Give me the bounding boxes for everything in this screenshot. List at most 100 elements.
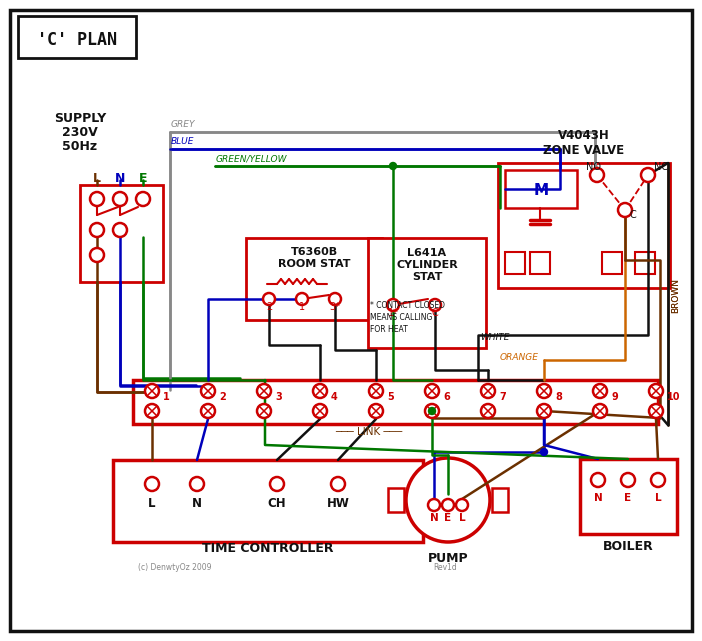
- Circle shape: [651, 473, 665, 487]
- Circle shape: [329, 293, 341, 305]
- Text: M: M: [534, 183, 548, 197]
- Circle shape: [113, 223, 127, 237]
- Text: 9: 9: [611, 392, 618, 402]
- Text: 3: 3: [275, 392, 282, 402]
- Text: 3*: 3*: [329, 302, 340, 312]
- Circle shape: [190, 477, 204, 491]
- Text: PUMP: PUMP: [428, 551, 468, 565]
- Text: (c) DenwtyOz 2009: (c) DenwtyOz 2009: [138, 563, 211, 572]
- Text: E: E: [444, 513, 451, 523]
- Bar: [498, 163, 670, 288]
- Circle shape: [429, 299, 441, 311]
- Circle shape: [90, 248, 104, 262]
- Text: NO: NO: [586, 162, 601, 172]
- Text: 50Hz: 50Hz: [62, 140, 98, 153]
- Text: ─── LINK ───: ─── LINK ───: [335, 427, 402, 437]
- Bar: [635, 252, 655, 274]
- Circle shape: [425, 404, 439, 418]
- Circle shape: [145, 384, 159, 398]
- Text: N: N: [594, 493, 602, 503]
- Circle shape: [331, 477, 345, 491]
- Text: 1*: 1*: [388, 308, 399, 318]
- Bar: [530, 252, 550, 274]
- Text: 1: 1: [299, 302, 305, 312]
- Text: E: E: [625, 493, 632, 503]
- Circle shape: [537, 404, 551, 418]
- Text: E: E: [139, 172, 147, 185]
- Circle shape: [313, 404, 327, 418]
- Text: 7: 7: [499, 392, 505, 402]
- Circle shape: [590, 168, 604, 182]
- Circle shape: [428, 499, 440, 511]
- Circle shape: [649, 384, 663, 398]
- Circle shape: [442, 499, 454, 511]
- Text: STAT: STAT: [412, 272, 442, 282]
- Circle shape: [456, 499, 468, 511]
- Circle shape: [387, 299, 399, 311]
- Text: CYLINDER: CYLINDER: [396, 260, 458, 270]
- Circle shape: [201, 384, 215, 398]
- Text: ZONE VALVE: ZONE VALVE: [543, 144, 625, 156]
- Text: BROWN: BROWN: [671, 278, 680, 313]
- Bar: [492, 488, 508, 512]
- Text: GREEN/YELLOW: GREEN/YELLOW: [216, 154, 288, 163]
- Text: CH: CH: [267, 497, 286, 510]
- Text: V4043H: V4043H: [558, 128, 610, 142]
- Circle shape: [621, 473, 635, 487]
- Text: GREY: GREY: [171, 120, 195, 129]
- Circle shape: [369, 384, 383, 398]
- Bar: [505, 252, 525, 274]
- Text: TIME CONTROLLER: TIME CONTROLLER: [202, 542, 333, 554]
- Text: N: N: [115, 172, 125, 185]
- Text: T6360B: T6360B: [291, 247, 338, 257]
- Circle shape: [263, 293, 275, 305]
- Text: L: L: [93, 172, 101, 185]
- Circle shape: [649, 404, 663, 418]
- Circle shape: [618, 203, 632, 217]
- Circle shape: [90, 192, 104, 206]
- Text: 2: 2: [266, 302, 272, 312]
- Text: L: L: [148, 497, 156, 510]
- Text: C: C: [432, 308, 438, 318]
- Text: N: N: [430, 513, 438, 523]
- Text: ORANGE: ORANGE: [500, 353, 539, 362]
- Text: SUPPLY: SUPPLY: [54, 112, 106, 124]
- Bar: [80, 185, 163, 282]
- Text: 230V: 230V: [62, 126, 98, 138]
- Circle shape: [425, 384, 439, 398]
- Circle shape: [541, 449, 548, 456]
- Text: BOILER: BOILER: [602, 540, 654, 553]
- Circle shape: [145, 404, 159, 418]
- Circle shape: [296, 293, 308, 305]
- Circle shape: [90, 223, 104, 237]
- Circle shape: [481, 404, 495, 418]
- Bar: [505, 170, 577, 208]
- Text: BLUE: BLUE: [171, 137, 194, 146]
- Text: 10: 10: [667, 392, 680, 402]
- Circle shape: [481, 384, 495, 398]
- Text: L: L: [655, 493, 661, 503]
- Text: 1: 1: [163, 392, 170, 402]
- Text: ROOM STAT: ROOM STAT: [278, 259, 350, 269]
- Circle shape: [313, 384, 327, 398]
- Text: 6: 6: [443, 392, 450, 402]
- Text: * CONTACT CLOSED
MEANS CALLING
FOR HEAT: * CONTACT CLOSED MEANS CALLING FOR HEAT: [370, 301, 445, 334]
- Circle shape: [369, 404, 383, 418]
- Text: 'C' PLAN: 'C' PLAN: [37, 31, 117, 49]
- Circle shape: [428, 408, 435, 415]
- Text: C: C: [630, 210, 637, 220]
- Bar: [246, 238, 382, 320]
- Circle shape: [537, 384, 551, 398]
- Text: Rev1d: Rev1d: [433, 563, 457, 572]
- Text: L: L: [458, 513, 465, 523]
- Circle shape: [390, 163, 397, 169]
- Bar: [113, 460, 423, 542]
- Text: N: N: [192, 497, 202, 510]
- Circle shape: [591, 473, 605, 487]
- Text: L641A: L641A: [407, 248, 446, 258]
- Circle shape: [406, 458, 490, 542]
- Circle shape: [593, 384, 607, 398]
- Bar: [388, 488, 404, 512]
- Circle shape: [136, 192, 150, 206]
- Text: HW: HW: [326, 497, 350, 510]
